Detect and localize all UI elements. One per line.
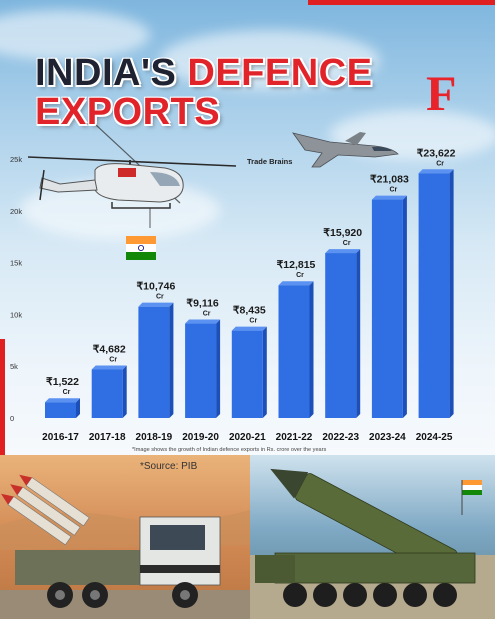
cloud xyxy=(160,30,380,90)
bar-unit-label: Cr xyxy=(203,311,211,318)
bar-value-label: ₹10,746 xyxy=(137,281,176,293)
bar xyxy=(138,306,170,418)
y-axis: 0 5k 10k 15k 20k 25k xyxy=(10,155,22,423)
missile-truck-icon xyxy=(250,455,495,619)
top-accent-bar xyxy=(308,0,495,5)
x-tick-label: 2023-24 xyxy=(369,432,406,443)
x-tick-label: 2020-21 xyxy=(229,432,266,443)
bar-side xyxy=(169,302,174,418)
bar-unit-label: Cr xyxy=(109,356,117,363)
bar-value-label: ₹9,116 xyxy=(186,298,219,310)
bar-side xyxy=(262,326,267,418)
bar-side xyxy=(449,169,454,418)
india-flag-icon xyxy=(126,236,156,260)
bar xyxy=(91,369,123,418)
bar-top xyxy=(325,249,361,254)
bar-side xyxy=(216,319,221,418)
x-tick-label: 2024-25 xyxy=(416,432,453,443)
bar-top xyxy=(91,365,127,370)
x-tick-label: 2016-17 xyxy=(42,432,79,443)
bar-value-label: ₹4,682 xyxy=(93,343,126,355)
brand-watermark: Trade Brains xyxy=(247,157,293,166)
bar-side xyxy=(356,249,361,418)
x-tick-label: 2021-22 xyxy=(276,432,313,443)
forbes-logo: F xyxy=(426,65,457,121)
bar-top xyxy=(371,195,407,200)
left-accent-bar xyxy=(0,339,5,460)
bar-top xyxy=(45,398,80,403)
x-tick-label: 2018-19 xyxy=(136,432,173,443)
page-title-line2: EXPORTS xyxy=(35,91,221,133)
bar xyxy=(185,323,217,418)
y-tick-label: 15k xyxy=(10,259,22,268)
title-word-dark: INDIA'S xyxy=(35,52,177,94)
title-word-red: DEFENCE xyxy=(187,52,373,94)
bar-top xyxy=(185,319,221,324)
y-tick-label: 25k xyxy=(10,155,22,164)
bar-top xyxy=(278,281,314,286)
x-tick-label: 2022-23 xyxy=(322,432,359,443)
page-title-line1: INDIA'S DEFENCE xyxy=(35,54,372,92)
bar-unit-label: Cr xyxy=(63,389,71,396)
bars-group: ₹1,522Cr2016-17₹4,682Cr2017-18₹10,746Cr2… xyxy=(42,147,456,443)
fighter-jet-icon xyxy=(292,132,399,168)
missile-launcher-icon xyxy=(0,455,250,619)
bar-top xyxy=(231,326,267,331)
bar xyxy=(418,173,450,418)
chart-footnote: *Image shows the growth of Indian defenc… xyxy=(132,447,327,453)
y-tick-label: 5k xyxy=(10,362,18,371)
bar-unit-label: Cr xyxy=(249,318,257,325)
bar-top xyxy=(418,169,454,174)
bar xyxy=(371,199,403,418)
bar-unit-label: Cr xyxy=(390,187,398,194)
bar-side xyxy=(76,398,80,418)
bar-value-label: ₹15,920 xyxy=(323,227,362,239)
bar xyxy=(231,330,263,418)
y-tick-label: 20k xyxy=(10,207,22,216)
bar-top xyxy=(138,302,174,307)
source-note: *Source: PIB xyxy=(140,461,198,472)
bar-side xyxy=(402,195,407,418)
bar-value-label: ₹23,622 xyxy=(417,147,456,159)
y-tick-label: 10k xyxy=(10,310,22,319)
bar xyxy=(325,253,357,418)
bar-value-label: ₹21,083 xyxy=(370,174,409,186)
bar-unit-label: Cr xyxy=(343,240,351,247)
x-tick-label: 2017-18 xyxy=(89,432,126,443)
bar-unit-label: Cr xyxy=(296,272,304,279)
y-tick-label: 0 xyxy=(10,414,14,423)
bar-side xyxy=(309,281,314,418)
bar-side xyxy=(122,365,127,418)
bar-unit-label: Cr xyxy=(156,294,164,301)
cloud xyxy=(0,10,150,60)
military-photos xyxy=(0,455,495,619)
bar xyxy=(278,285,310,418)
bar-value-label: ₹1,522 xyxy=(46,376,79,388)
helicopter-icon xyxy=(27,124,237,228)
bar-unit-label: Cr xyxy=(436,160,444,167)
bar xyxy=(45,402,76,418)
bar-value-label: ₹12,815 xyxy=(277,259,316,271)
x-tick-label: 2019-20 xyxy=(182,432,219,443)
bar-value-label: ₹8,435 xyxy=(233,305,266,317)
